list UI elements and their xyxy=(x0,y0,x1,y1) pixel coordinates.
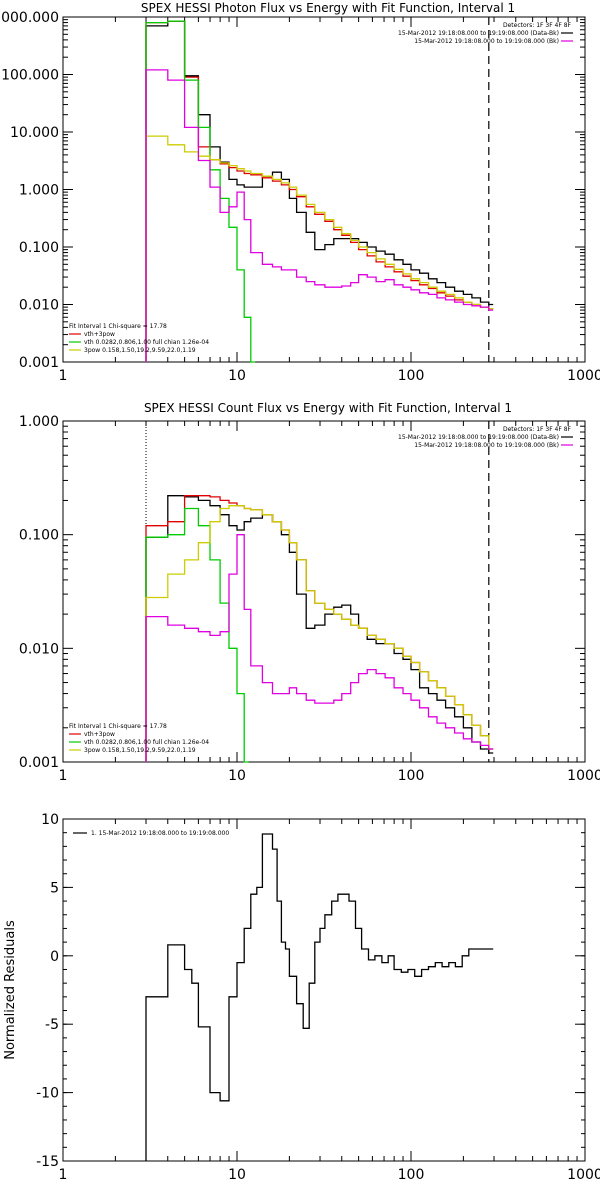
y-tick-label: 1.000 xyxy=(19,183,59,199)
legend-entry: 15-Mar-2012 19:18:08.000 to 19:19:08.000… xyxy=(414,38,559,45)
legend-entry: 3pow 0.158,1.50,19.2,9.59,22.0,1.19 xyxy=(84,747,196,754)
legend-entry: 15-Mar-2012 19:18:08.000 to 19:19:08.000… xyxy=(414,442,559,449)
panel-1-frame xyxy=(62,16,586,363)
series-line-2 xyxy=(145,507,249,763)
legend-entry: 3pow 0.158,1.50,19.2,9.59,22.0,1.19 xyxy=(84,347,196,354)
series-line-0 xyxy=(145,833,494,1161)
series-line-4 xyxy=(145,534,494,762)
legend-entry: vth+3pow xyxy=(84,331,115,338)
series-line-4 xyxy=(145,69,494,362)
x-tick-label: 100 xyxy=(398,1167,425,1183)
y-tick-label: 1.000 xyxy=(19,414,59,430)
legend-header: Detectors: 1F 3F 4F 8F xyxy=(503,426,572,433)
panel-1-series xyxy=(145,20,494,363)
panel-residuals: Normalized Residuals 1 10 100 1000 -15 -10 -5 0… xyxy=(3,812,600,1183)
x-tick-label: 1 xyxy=(59,368,68,384)
legend-header: Fit Interval 1 Chi-square = 17.78 xyxy=(69,723,167,730)
series-line-0 xyxy=(145,20,494,362)
x-tick-label: 10 xyxy=(228,1167,246,1183)
y-tick-label: -10 xyxy=(36,1086,59,1102)
y-tick-label: 100.000 xyxy=(1,68,59,84)
legend-entry: vth 0.0282,0.806,1.00 full chian 1.26e-0… xyxy=(84,339,209,346)
x-tick-label: 10 xyxy=(228,768,246,784)
series-line-3 xyxy=(145,135,494,362)
x-tick-label: 100 xyxy=(398,368,425,384)
y-tick-label: 0 xyxy=(50,949,59,965)
x-tick-label: 1000 xyxy=(567,368,600,384)
legend-header: Fit Interval 1 Chi-square = 17.78 xyxy=(69,323,167,330)
y-tick-label: -15 xyxy=(36,1154,59,1170)
panel-3-frame xyxy=(62,818,586,1162)
y-tick-label: 0.010 xyxy=(19,641,59,657)
x-tick-label: 1 xyxy=(59,1167,68,1183)
y-tick-label: 10.000 xyxy=(10,125,59,141)
y-tick-label: -5 xyxy=(45,1017,59,1033)
x-tick-label: 1000 xyxy=(567,1167,600,1183)
panel-photon-flux: SPEX HESSI Photon Flux vs Energy with Fi… xyxy=(0,1,600,384)
panel-3-ylabel: Normalized Residuals xyxy=(3,920,18,1060)
legend-entry: vth 0.0282,0.806,1.00 full chian 1.26e-0… xyxy=(84,739,209,746)
panel-3-series xyxy=(145,833,494,1161)
x-tick-label: 100 xyxy=(398,768,425,784)
legend-entry: vth+3pow xyxy=(84,731,115,738)
panel-count-flux: SPEX HESSI Count Flux vs Energy with Fit… xyxy=(19,401,600,784)
y-tick-label: 5 xyxy=(50,880,59,896)
legend-entry: 15-Mar-2012 19:18:08.000 to 19:19:08.000… xyxy=(398,30,559,37)
series-line-3 xyxy=(145,505,494,762)
y-tick-label: 0.100 xyxy=(19,528,59,544)
panel-3-legend: 1. 15-Mar-2012 19:18:08.000 to 19:19:08.… xyxy=(73,830,229,837)
x-tick-label: 1 xyxy=(59,768,68,784)
y-tick-label: 0.001 xyxy=(19,355,59,371)
series-line-1 xyxy=(145,20,494,362)
panel-2-axes: 1 10 100 1000 0.001 0.010 0.100 1.000 xyxy=(19,414,600,784)
legend-header: Detectors: 1F 3F 4F 8F xyxy=(503,22,572,29)
panel-2-frame xyxy=(62,420,586,763)
panel-1-title: SPEX HESSI Photon Flux vs Energy with Fi… xyxy=(141,1,515,15)
x-tick-label: 10 xyxy=(228,368,246,384)
y-tick-label: 0.100 xyxy=(19,240,59,256)
series-line-2 xyxy=(145,20,256,363)
y-tick-label: 10 xyxy=(41,812,59,828)
y-tick-label: 0.001 xyxy=(19,755,59,771)
panel-2-title: SPEX HESSI Count Flux vs Energy with Fit… xyxy=(144,401,512,415)
panel-3-axes: 1 10 100 1000 -15 -10 -5 0 5 10 xyxy=(36,812,600,1183)
legend-entry: 1. 15-Mar-2012 19:18:08.000 to 19:19:08.… xyxy=(91,830,229,837)
y-tick-label: 1000.000 xyxy=(0,10,59,26)
x-tick-label: 1000 xyxy=(567,768,600,784)
panel-2-series xyxy=(145,495,494,763)
legend-entry: 15-Mar-2012 19:18:08.000 to 19:19:08.000… xyxy=(398,434,559,441)
y-tick-label: 0.010 xyxy=(19,298,59,314)
